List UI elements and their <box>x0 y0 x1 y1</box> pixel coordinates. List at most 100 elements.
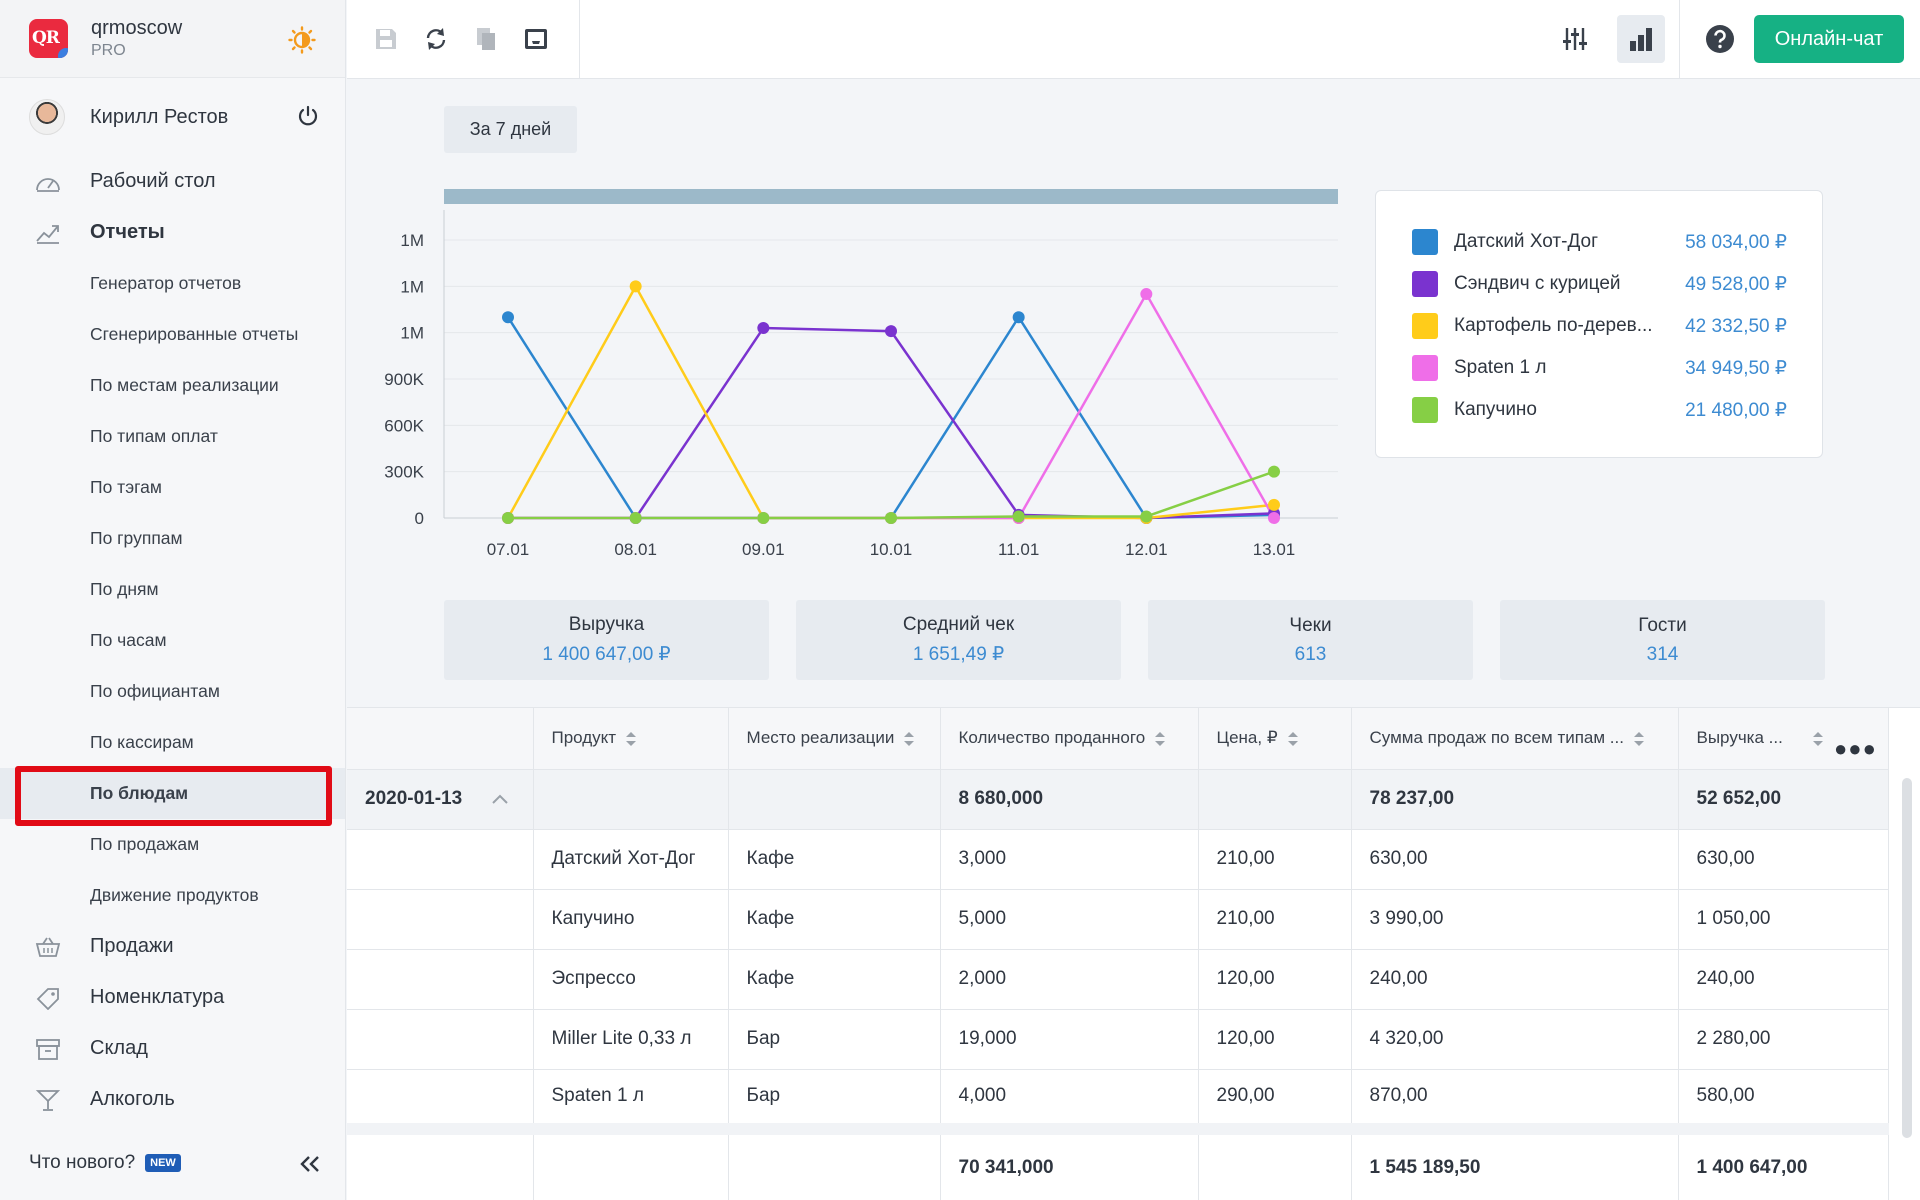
nav-item-sales[interactable]: Продажи <box>0 921 345 972</box>
nav-sub-generated-reports[interactable]: Сгенерированные отчеты <box>0 309 345 360</box>
table-cell: Бар <box>728 1009 941 1070</box>
sort-icon[interactable] <box>1287 731 1298 746</box>
nav-sub-by-days[interactable]: По дням <box>0 564 345 615</box>
sort-icon[interactable] <box>1633 731 1644 746</box>
column-header-price[interactable]: Цена, ₽ <box>1198 708 1352 770</box>
nav-sub-by-waiters[interactable]: По официантам <box>0 666 345 717</box>
y-tick-label: 0 <box>415 509 424 528</box>
data-point <box>629 280 642 293</box>
data-point <box>1268 498 1280 511</box>
table-cell: Кафе <box>728 889 941 950</box>
nav-sub-by-payment[interactable]: По типам оплат <box>0 411 345 462</box>
table-cell <box>533 1123 729 1200</box>
nav-label: По кассирам <box>90 732 194 752</box>
nav-sub-by-groups[interactable]: По группам <box>0 513 345 564</box>
sort-icon[interactable] <box>626 731 637 746</box>
legend-value: 49 528,00 ₽ <box>1685 273 1787 295</box>
series-line <box>506 283 1275 520</box>
x-tick-label: 13.01 <box>1253 540 1296 559</box>
nav-sub-report-generator[interactable]: Генератор отчетов <box>0 258 345 309</box>
chevron-up-icon[interactable] <box>492 794 508 804</box>
power-icon[interactable] <box>297 105 319 127</box>
series-line <box>508 326 1275 520</box>
legend-item[interactable]: Картофель по-дерев... 42 332,50 ₽ <box>1412 305 1787 347</box>
nav-item-warehouse[interactable]: Склад <box>0 1023 345 1074</box>
nav-sub-by-cashiers[interactable]: По кассирам <box>0 717 345 768</box>
table-cell <box>347 1009 534 1070</box>
kpi-guests: Гости 314 <box>1500 600 1825 680</box>
column-header-revenue[interactable]: Выручка ... <box>1678 708 1889 770</box>
sort-icon[interactable] <box>1812 731 1823 746</box>
table-row[interactable]: Spaten 1 л Бар 4,000 290,00 870,00 580,0… <box>347 1069 1889 1130</box>
nav-label: По дням <box>90 579 159 599</box>
table-cell: 70 341,000 <box>940 1123 1199 1200</box>
table-row[interactable]: Эспрессо Кафе 2,000 120,00 240,00 240,00 <box>347 949 1889 1010</box>
table-cell <box>728 769 941 830</box>
save-button[interactable] <box>369 22 403 56</box>
vertical-scrollbar[interactable] <box>1902 778 1912 1138</box>
table-cell: 52 652,00 <box>1678 769 1889 830</box>
nav-item-dashboard[interactable]: Рабочий стол <box>0 156 345 207</box>
table-cell: 580,00 <box>1678 1069 1889 1130</box>
table-cell: 120,00 <box>1198 949 1352 1010</box>
help-button[interactable] <box>1703 22 1737 56</box>
table-cell <box>347 1123 534 1200</box>
legend-item[interactable]: Капучино 21 480,00 ₽ <box>1412 389 1787 431</box>
refresh-button[interactable] <box>419 22 453 56</box>
column-header-sales-sum[interactable]: Сумма продаж по всем типам ... <box>1351 708 1679 770</box>
copy-button[interactable] <box>469 22 503 56</box>
table-cell <box>347 889 534 950</box>
column-header-quantity[interactable]: Количество проданного <box>940 708 1199 770</box>
nav-label: Номенклатура <box>90 986 225 1008</box>
inbox-icon <box>525 29 547 49</box>
legend-item[interactable]: Датский Хот-Дог 58 034,00 ₽ <box>1412 221 1787 263</box>
table-row[interactable]: Miller Lite 0,33 л Бар 19,000 120,00 4 3… <box>347 1009 1889 1070</box>
nav-item-reports[interactable]: Отчеты <box>0 207 345 258</box>
nav-item-alcohol[interactable]: Алкоголь <box>0 1074 345 1125</box>
nav-sub-by-place[interactable]: По местам реализации <box>0 360 345 411</box>
line-chart: 0 300K 600K 900K 1M 1M 1M 07.01 08.01 09.01 10.01 1… <box>360 180 1350 580</box>
whats-new-link[interactable]: Что нового? NEW <box>29 1152 181 1174</box>
nav-sub-product-movement[interactable]: Движение продуктов <box>0 870 345 921</box>
table-cell: Кафе <box>728 829 941 890</box>
kpi-checks: Чеки 613 <box>1148 600 1473 680</box>
nav-sub-by-sales[interactable]: По продажам <box>0 819 345 870</box>
sort-icon[interactable] <box>1155 731 1166 746</box>
user-profile[interactable]: Кирилл Рестов <box>0 78 345 156</box>
table-cell: 2,000 <box>940 949 1199 1010</box>
nav-label: Генератор отчетов <box>90 273 242 293</box>
table-cell: 210,00 <box>1198 889 1352 950</box>
sort-icon[interactable] <box>904 731 915 746</box>
column-header-product[interactable]: Продукт <box>533 708 729 770</box>
qr-logo[interactable]: QR <box>29 19 68 58</box>
filters-button[interactable] <box>1558 22 1592 56</box>
table-row[interactable]: Капучино Кафе 5,000 210,00 3 990,00 1 05… <box>347 889 1889 950</box>
data-point <box>1012 510 1025 523</box>
table-cell: 8 680,000 <box>940 769 1199 830</box>
legend-item[interactable]: Spaten 1 л 34 949,50 ₽ <box>1412 347 1787 389</box>
kpi-label: Средний чек <box>902 614 1015 635</box>
chart-toggle-button[interactable] <box>1617 15 1665 63</box>
table-cell: 5,000 <box>940 889 1199 950</box>
theme-sun-icon[interactable] <box>288 26 316 54</box>
archive-icon <box>36 1039 60 1060</box>
more-options-icon[interactable]: ●●● <box>1834 736 1877 761</box>
group-row[interactable]: 2020-01-13 8 680,000 78 237,00 52 652,00 <box>347 769 1889 830</box>
bar-chart-icon <box>1630 28 1652 51</box>
inbox-button[interactable] <box>519 22 553 56</box>
period-selector[interactable]: За 7 дней <box>444 106 577 153</box>
nav-sub-by-hours[interactable]: По часам <box>0 615 345 666</box>
table-cell: 1 545 189,50 <box>1351 1123 1679 1200</box>
legend-swatch <box>1412 355 1438 381</box>
nav-item-nomenclature[interactable]: Номенклатура <box>0 972 345 1023</box>
nav-sub-by-dishes[interactable]: По блюдам <box>0 768 345 819</box>
nav-sub-by-tags[interactable]: По тэгам <box>0 462 345 513</box>
table-row[interactable]: Датский Хот-Дог Кафе 3,000 210,00 630,00… <box>347 829 1889 890</box>
collapse-sidebar-icon[interactable] <box>298 1154 322 1174</box>
online-chat-button[interactable]: Онлайн-чат <box>1754 15 1904 63</box>
brand-name: qrmoscow <box>91 17 183 39</box>
legend-item[interactable]: Сэндвич с курицей 49 528,00 ₽ <box>1412 263 1787 305</box>
column-header-place[interactable]: Место реализации <box>728 708 941 770</box>
data-point <box>1012 311 1025 324</box>
table-cell: Бар <box>728 1069 941 1130</box>
